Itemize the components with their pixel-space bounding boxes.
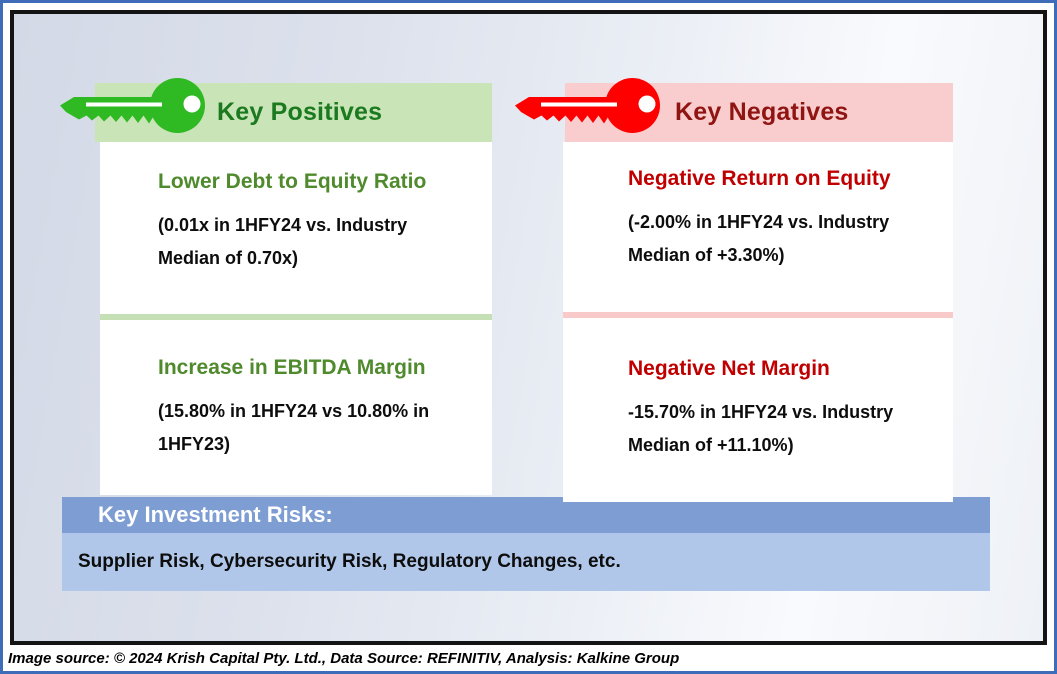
key-positives-heading: Key Positives <box>217 98 383 126</box>
positives-card: Lower Debt to Equity Ratio (0.01x in 1HF… <box>100 142 492 495</box>
green-divider <box>100 314 492 320</box>
key-negatives-heading: Key Negatives <box>675 98 849 126</box>
content-frame: Key Positives Lower Debt to Equity Ratio… <box>10 10 1047 645</box>
key-investment-risks-text: Supplier Risk, Cybersecurity Risk, Regul… <box>78 551 621 572</box>
red-divider <box>563 312 953 318</box>
green-key-icon <box>58 76 210 136</box>
negative-item-1-detail: (-2.00% in 1HFY24 vs. Industry Median of… <box>628 212 890 265</box>
red-key-icon <box>513 76 665 136</box>
positive-item-2-detail: (15.80% in 1HFY24 vs 10.80% in 1HFY23) <box>158 401 430 454</box>
positive-item-1-detail: (0.01x in 1HFY24 vs. Industry Median of … <box>158 215 408 268</box>
negative-item-1-title: Negative Return on Equity <box>628 167 891 190</box>
positive-item-1: Lower Debt to Equity Ratio (0.01x in 1HF… <box>158 170 484 275</box>
negative-item-2-detail: -15.70% in 1HFY24 vs. Industry Median of… <box>628 402 894 455</box>
positive-item-1-title: Lower Debt to Equity Ratio <box>158 170 427 193</box>
key-investment-risks-header: Key Investment Risks: <box>62 497 990 533</box>
positive-item-2: Increase in EBITDA Margin (15.80% in 1HF… <box>158 356 484 461</box>
key-investment-risks-body: Supplier Risk, Cybersecurity Risk, Regul… <box>62 533 990 591</box>
key-investment-risks-label: Key Investment Risks: <box>98 502 333 527</box>
positive-item-2-title: Increase in EBITDA Margin <box>158 356 426 379</box>
negative-item-1: Negative Return on Equity (-2.00% in 1HF… <box>628 167 945 272</box>
image-source-text: Image source: © 2024 Krish Capital Pty. … <box>8 650 680 667</box>
negative-item-2-title: Negative Net Margin <box>628 357 830 380</box>
footer-bar: Image source: © 2024 Krish Capital Pty. … <box>8 646 1051 671</box>
negatives-card: Negative Return on Equity (-2.00% in 1HF… <box>563 142 953 502</box>
negative-item-2: Negative Net Margin -15.70% in 1HFY24 vs… <box>628 357 945 462</box>
